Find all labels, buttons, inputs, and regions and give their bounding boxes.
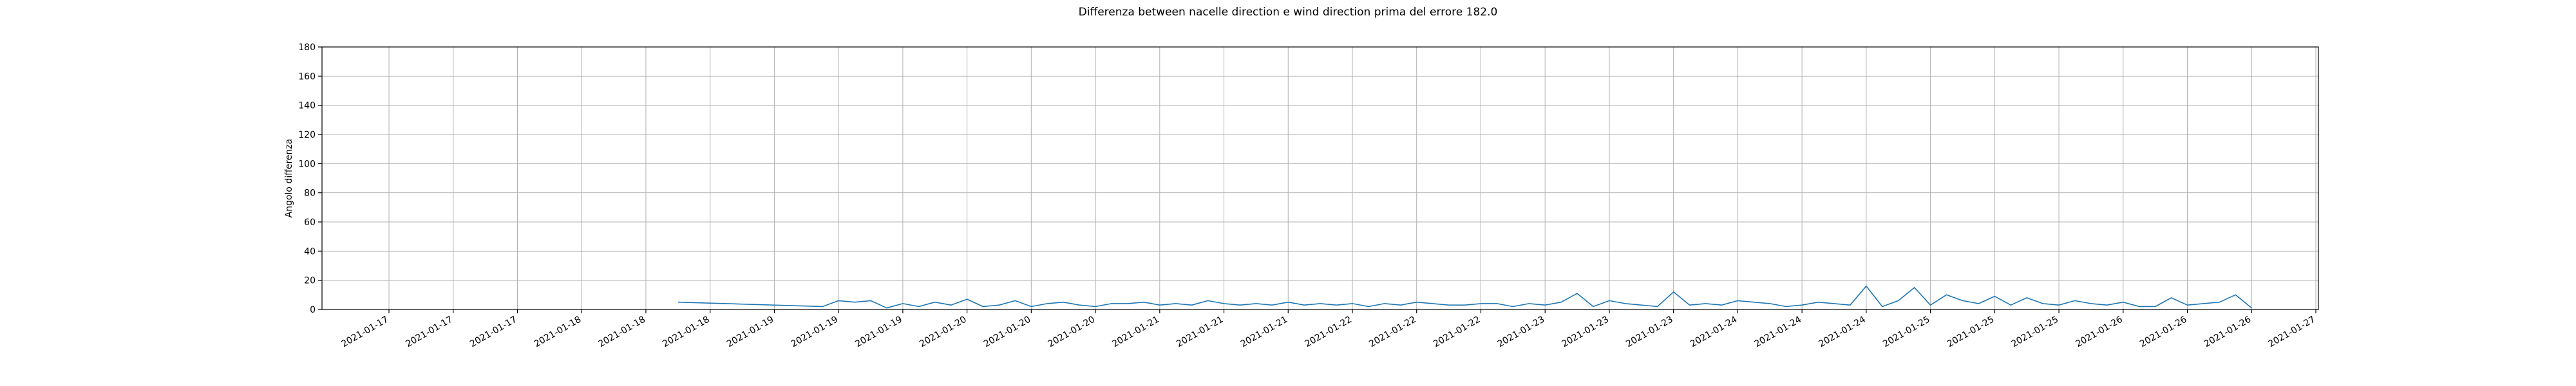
x-tick-label: 2021-01-23	[1624, 315, 1674, 350]
x-tick-label: 2021-01-17	[468, 315, 518, 350]
y-tick-label: 0	[310, 305, 316, 315]
y-axis: 0 20 40 60 80 100 120 140 160 180	[298, 42, 322, 315]
series-group	[677, 285, 2252, 309]
x-tick-label: 2021-01-17	[404, 315, 454, 350]
grid-lines	[322, 46, 2318, 310]
y-tick-label: 120	[298, 130, 316, 140]
x-tick-label: 2021-01-21	[1239, 315, 1289, 350]
x-tick-label: 2021-01-22	[1432, 315, 1482, 350]
x-tick-label: 2021-01-26	[2074, 315, 2125, 350]
y-tick-label: 180	[298, 42, 316, 53]
y-axis-label: Angolo differenza	[284, 139, 294, 218]
y-tick-label: 160	[298, 71, 316, 82]
x-tick-label: 2021-01-26	[2202, 315, 2253, 350]
y-tick-label: 20	[304, 276, 316, 286]
x-tick-label: 2021-01-25	[2010, 315, 2060, 350]
x-tick-label: 2021-01-20	[1046, 315, 1097, 350]
x-tick-label: 2021-01-20	[982, 315, 1032, 350]
x-tick-label: 2021-01-20	[918, 315, 968, 350]
x-tick-label: 2021-01-25	[1881, 315, 1931, 350]
x-tick-label: 2021-01-22	[1367, 315, 1417, 350]
x-tick-label: 2021-01-23	[1496, 315, 1546, 350]
x-tick-label: 2021-01-18	[533, 315, 583, 350]
x-tick-label: 2021-01-23	[1560, 315, 1610, 350]
x-tick-label: 2021-01-21	[1175, 315, 1225, 350]
x-tick-label: 2021-01-18	[661, 315, 711, 350]
y-tick-label: 60	[304, 217, 316, 228]
x-tick-label: 2021-01-18	[596, 315, 647, 350]
x-tick-label: 2021-01-25	[1946, 315, 1996, 350]
x-tick-label: 2021-01-27	[2267, 315, 2317, 350]
x-tick-label: 2021-01-19	[853, 315, 904, 350]
x-tick-label: 2021-01-21	[1110, 315, 1160, 350]
x-tick-label: 2021-01-22	[1303, 315, 1354, 350]
x-tick-label: 2021-01-17	[340, 315, 390, 350]
y-tick-label: 40	[304, 246, 316, 257]
x-axis: 2021-01-17 2021-01-17 2021-01-17 2021-01-18…	[340, 309, 2317, 349]
x-tick-label: 2021-01-24	[1817, 315, 1868, 350]
x-tick-label: 2021-01-24	[1753, 315, 1804, 350]
x-tick-label: 2021-01-26	[2138, 315, 2189, 350]
x-tick-label: 2021-01-19	[790, 315, 840, 350]
series-line-0	[677, 285, 2252, 309]
plot-frame	[321, 46, 2319, 310]
y-tick-label: 100	[298, 159, 316, 169]
y-tick-label: 80	[304, 188, 316, 199]
x-tick-label: 2021-01-24	[1689, 315, 1739, 350]
y-tick-label: 140	[298, 101, 316, 111]
chart-title: Differenza between nacelle direction e w…	[1079, 6, 1498, 19]
x-tick-label: 2021-01-19	[725, 315, 775, 350]
